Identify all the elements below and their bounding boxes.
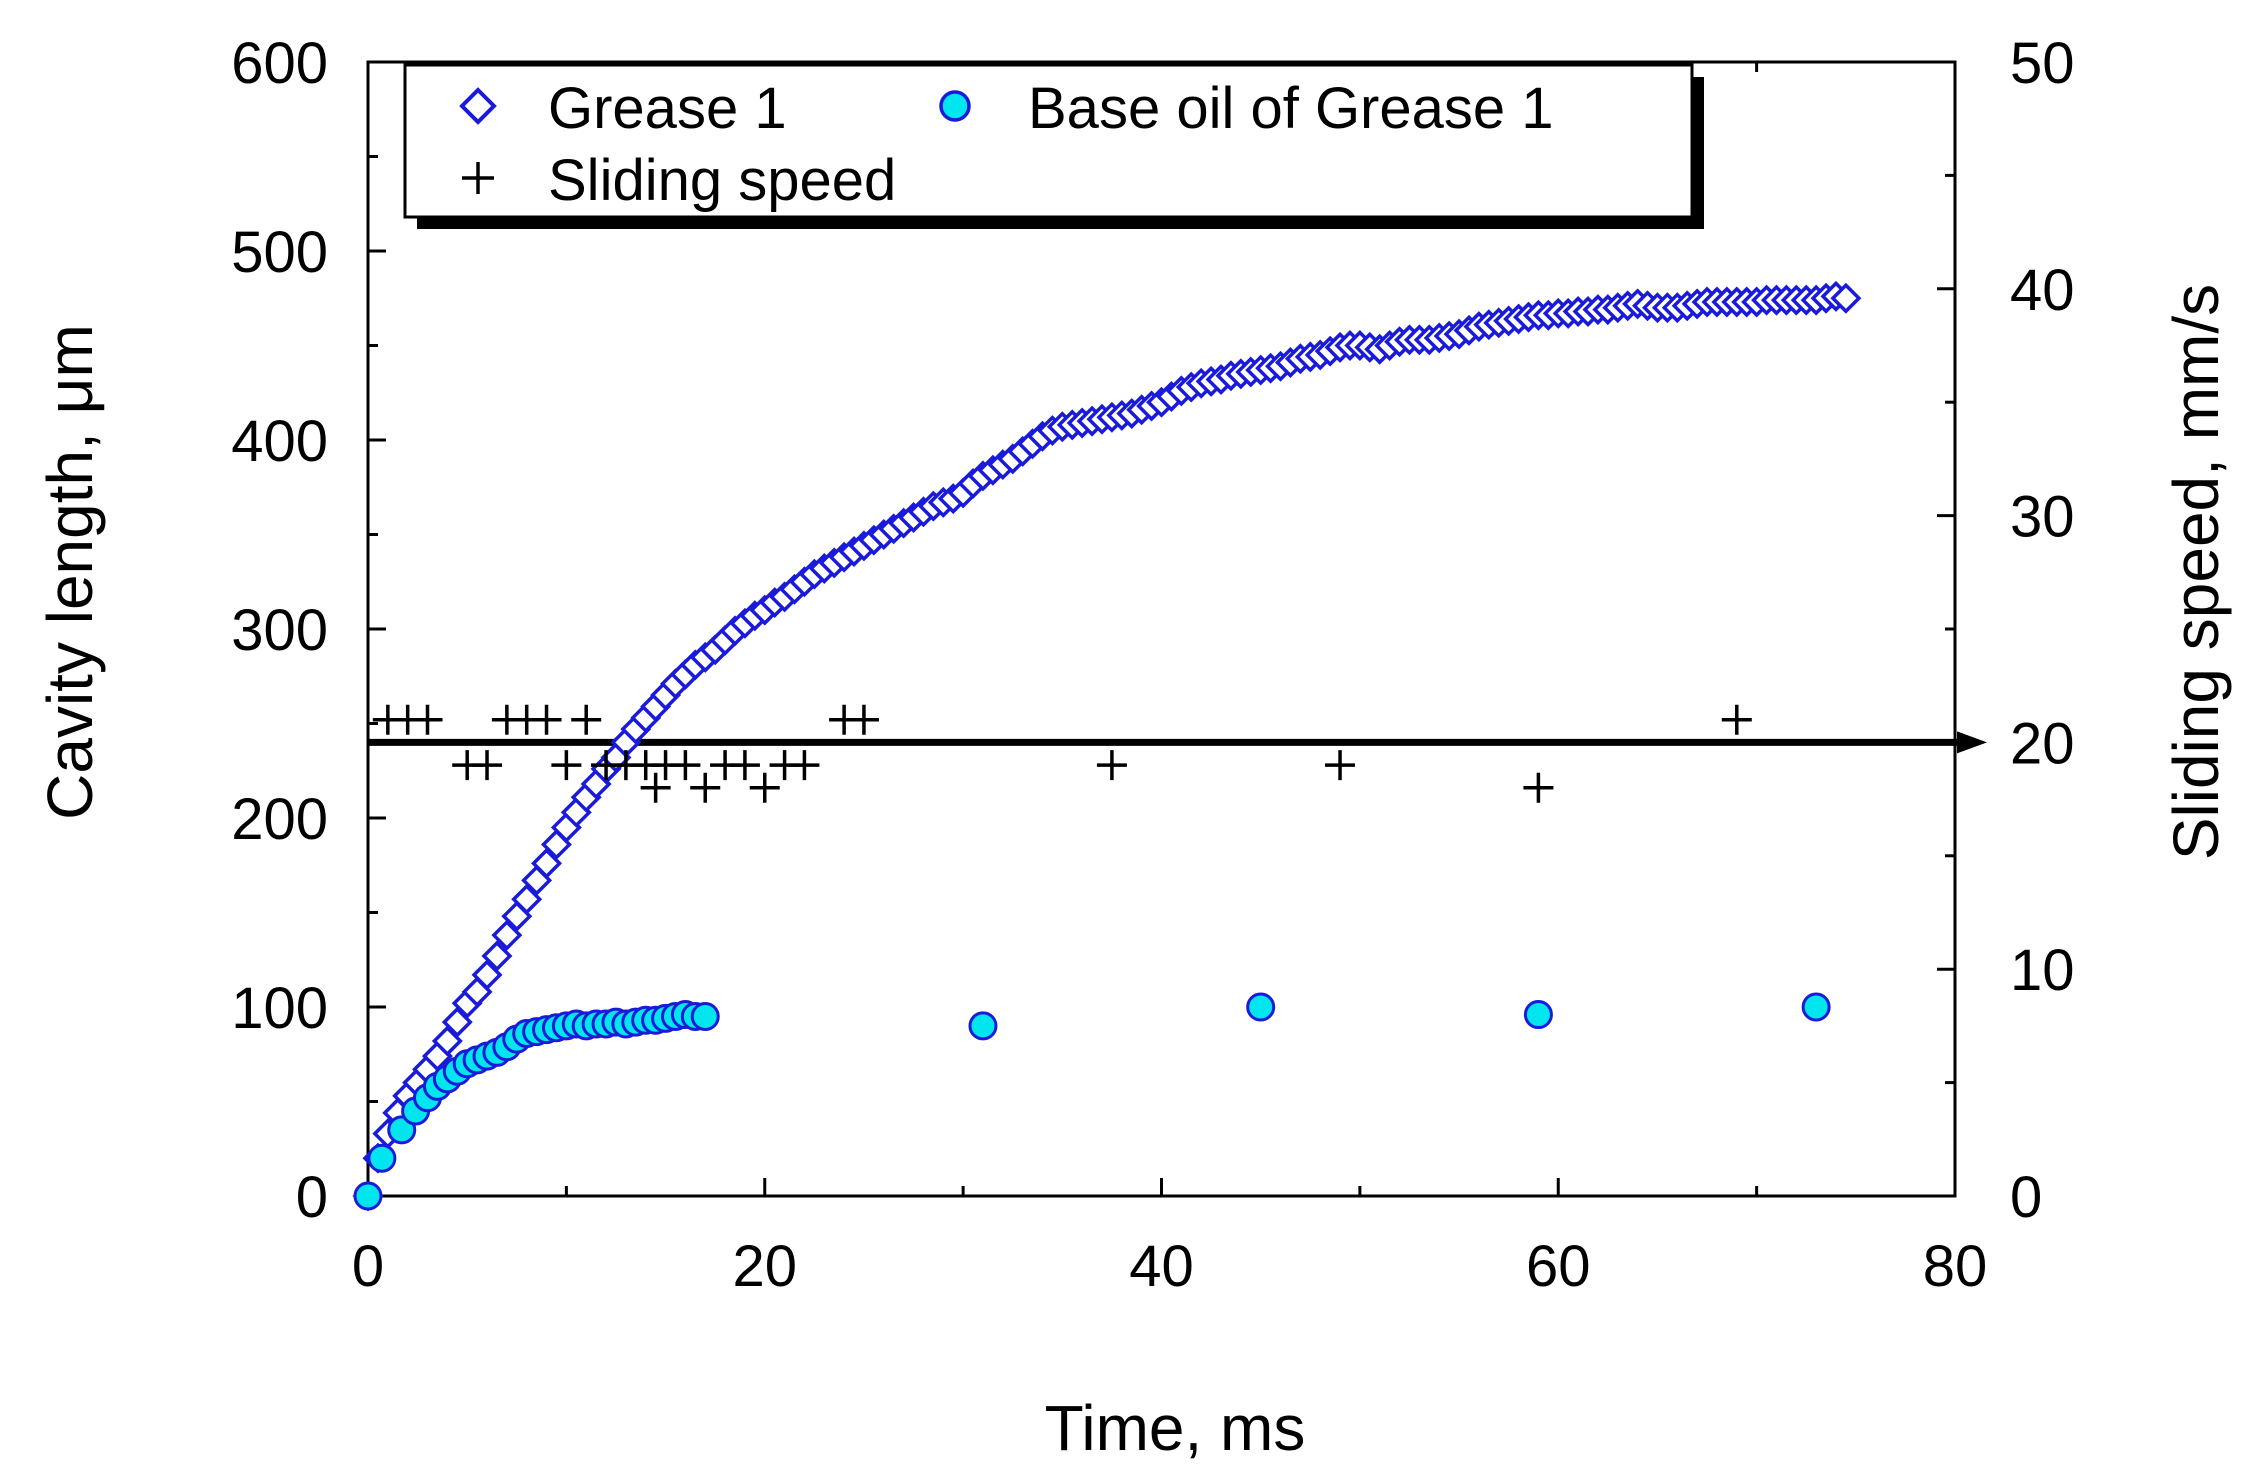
legend: Grease 1 Base oil of Grease 1 Sliding sp…	[403, 63, 1704, 229]
y-left-tick-label: 400	[231, 409, 328, 474]
y-left-tick-label: 500	[231, 220, 328, 285]
x-tick-label: 80	[1923, 1234, 1988, 1299]
legend-label-base-oil: Base oil of Grease 1	[1028, 76, 1554, 141]
sliding-speed-point	[551, 750, 582, 781]
x-tick-label: 20	[732, 1234, 797, 1299]
sliding-speed-point	[848, 704, 879, 735]
sliding-speed-point	[749, 772, 780, 803]
grease-1-point	[431, 1025, 463, 1057]
sliding-speed-point	[670, 750, 701, 781]
legend-box	[403, 63, 1694, 219]
sliding-speed-point	[571, 704, 602, 735]
base-oil-point	[1246, 992, 1276, 1022]
y-left-tick-label: 0	[296, 1165, 328, 1230]
y-left-tick-label: 300	[231, 598, 328, 663]
sliding-speed-point	[729, 750, 760, 781]
x-axis-title: Time, ms	[1045, 1392, 1306, 1464]
series-grease-1	[352, 280, 1862, 1212]
y-left-axis-title: Cavity length, μm	[34, 324, 106, 820]
base-oil-point	[968, 1011, 998, 1041]
sliding-speed-point	[1096, 750, 1127, 781]
grease-1-point	[491, 919, 523, 951]
grease-1-point	[471, 959, 503, 991]
sliding-speed-point	[1721, 704, 1752, 735]
legend-sliding-plus-icon	[462, 162, 494, 194]
base-oil-point	[353, 1181, 383, 1211]
y-right-tick-label: 40	[2010, 258, 2075, 323]
grease-1-point	[1830, 282, 1862, 314]
sliding-speed-point	[472, 750, 503, 781]
y-right-tick-label: 10	[2010, 938, 2075, 1003]
sliding-speed-point	[1325, 750, 1356, 781]
y-right-tick-label: 0	[2010, 1165, 2042, 1230]
legend-grease-diamond-icon	[459, 87, 497, 125]
legend-base-oil-circle-icon	[939, 90, 971, 122]
sliding-speed-point	[690, 772, 721, 803]
series-base-oil-of-grease-1	[353, 992, 1831, 1211]
sliding-speed-point	[640, 772, 671, 803]
reference-line-arrowhead-icon	[1957, 731, 1987, 754]
grease-1-point	[511, 883, 543, 915]
y-right-axis-title: Sliding speed, mm/s	[2160, 284, 2232, 860]
y-left-tick-label: 200	[231, 787, 328, 852]
sliding-speed-point	[412, 704, 443, 735]
grease-1-point	[531, 847, 563, 879]
x-tick-label: 40	[1129, 1234, 1194, 1299]
tick-labels: 0 20 40 60 80 0 100 200 300 400 500 600 0 10 20 30 40 50	[231, 31, 2074, 1299]
x-tick-label: 60	[1526, 1234, 1591, 1299]
y-right-tick-label: 30	[2010, 485, 2075, 550]
grease-1-point	[481, 940, 513, 972]
legend-label-sliding: Sliding speed	[548, 148, 896, 213]
x-tick-label: 0	[352, 1234, 384, 1299]
y-right-tick-label: 20	[2010, 711, 2075, 776]
sliding-speed-point	[1523, 772, 1554, 803]
series-layer	[352, 280, 1862, 1212]
base-oil-point	[1801, 992, 1831, 1022]
base-oil-point	[367, 1143, 397, 1173]
sliding-speed-point	[789, 750, 820, 781]
base-oil-point	[1523, 1000, 1553, 1030]
base-oil-point	[690, 1001, 720, 1031]
series-sliding-speed	[372, 704, 1752, 803]
grease-1-point	[441, 1006, 473, 1038]
sliding-speed-point	[531, 704, 562, 735]
legend-label-grease: Grease 1	[548, 76, 787, 141]
y-left-tick-label: 600	[231, 31, 328, 96]
y-left-tick-label: 100	[231, 976, 328, 1041]
y-right-tick-label: 50	[2010, 31, 2075, 96]
